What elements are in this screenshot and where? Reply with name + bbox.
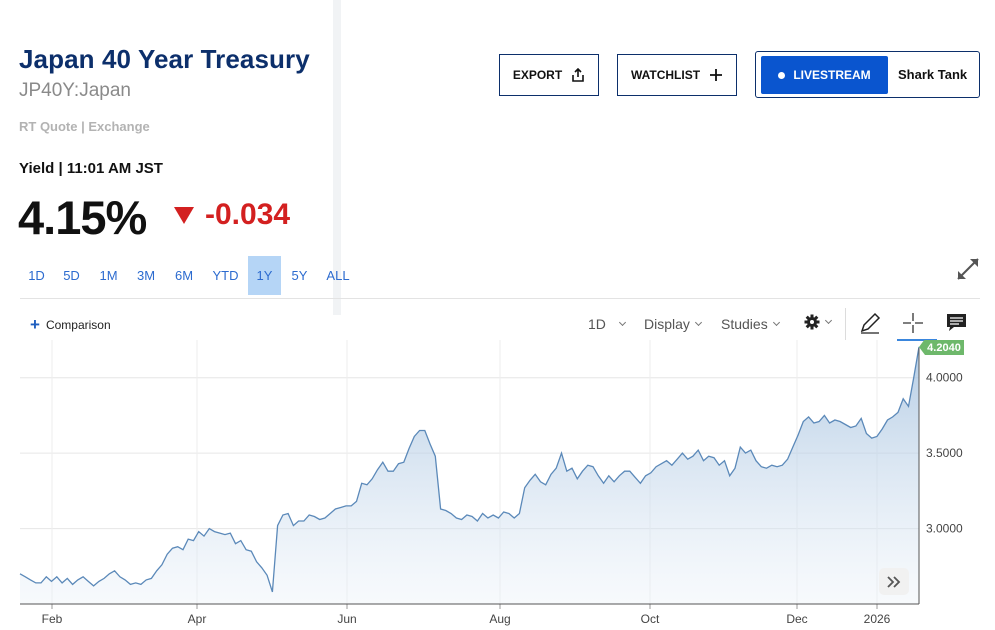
display-label: Display: [644, 316, 690, 332]
x-tick-label: Jun: [337, 612, 356, 626]
draw-pencil-icon[interactable]: [857, 310, 883, 336]
chevron-down-icon: [694, 318, 702, 327]
livestream-group: LIVESTREAM Shark Tank: [755, 51, 980, 98]
chevron-down-icon: [772, 318, 780, 327]
yield-line-series: [19, 346, 920, 593]
down-arrow-icon: [174, 207, 194, 224]
chevron-down-icon: [824, 316, 833, 325]
y-tick-label: 3.0000: [926, 522, 963, 536]
livestream-label: LIVESTREAM: [793, 68, 871, 82]
scroll-to-latest-button[interactable]: [879, 568, 909, 595]
settings-dropdown[interactable]: [804, 314, 833, 330]
plus-icon: +: [30, 315, 40, 334]
quote-source-label: RT Quote | Exchange: [19, 119, 150, 134]
range-1m[interactable]: 1M: [99, 268, 118, 283]
last-yield-value: 4.15%: [18, 191, 147, 244]
yield-timestamp: Yield | 11:01 AM JST: [19, 160, 163, 177]
comment-icon[interactable]: [944, 310, 970, 336]
live-dot-icon: [778, 71, 786, 79]
comparison-label: Comparison: [45, 318, 111, 332]
time-range-selector: 1D 5D 1M 3M 6M YTD 1Y 5Y ALL: [20, 256, 358, 295]
last-value-badge: [919, 340, 964, 355]
range-3m[interactable]: 3M: [136, 268, 156, 283]
display-dropdown[interactable]: Display: [644, 316, 702, 332]
x-tick-label: Oct: [641, 612, 660, 626]
export-button-label: EXPORT: [512, 68, 563, 82]
chevron-down-icon: [618, 318, 626, 327]
double-chevron-right-icon: [887, 575, 901, 588]
symbol-label: JP40Y:Japan: [19, 80, 131, 101]
change-indicator: -0.034: [174, 198, 290, 232]
toolbar-separator: [845, 308, 846, 340]
x-tick-label: Apr: [188, 612, 207, 626]
range-1d[interactable]: 1D: [28, 268, 45, 283]
interval-label: 1D: [588, 316, 606, 332]
range-all[interactable]: ALL: [326, 268, 350, 283]
y-tick-label: 3.5000: [926, 446, 963, 460]
crosshair-icon[interactable]: [900, 310, 926, 336]
studies-dropdown[interactable]: Studies: [721, 316, 780, 332]
plus-icon: [710, 69, 723, 81]
range-ytd[interactable]: YTD: [212, 268, 239, 283]
x-tick-label: 2026: [864, 612, 891, 626]
y-tick-label: 4.0000: [926, 371, 963, 385]
x-tick-label: Feb: [42, 612, 63, 626]
yield-area-fill: [20, 346, 919, 604]
gear-icon: [804, 314, 820, 330]
range-5y[interactable]: 5Y: [291, 268, 308, 283]
comparison-button[interactable]: + Comparison: [30, 315, 111, 334]
shark-tank-link[interactable]: Shark Tank: [898, 67, 968, 82]
yield-chart[interactable]: 4.0000 3.5000 3.0000 Feb Apr Jun Aug Oct Dec 2026…: [0, 340, 995, 630]
change-value: -0.034: [205, 198, 291, 231]
interval-dropdown[interactable]: 1D: [588, 316, 626, 332]
watchlist-button-label: WATCHLIST: [630, 68, 701, 82]
background-panel: [333, 0, 341, 315]
range-6m[interactable]: 6M: [174, 268, 194, 283]
range-5d[interactable]: 5D: [63, 268, 80, 283]
last-value-label: 4.2040: [927, 342, 961, 354]
range-1y[interactable]: 1Y: [248, 256, 281, 295]
x-tick-label: Aug: [489, 612, 510, 626]
expand-icon[interactable]: [955, 256, 981, 282]
livestream-button[interactable]: LIVESTREAM: [761, 56, 888, 94]
page-title: Japan 40 Year Treasury: [19, 44, 310, 74]
export-button[interactable]: EXPORT: [499, 54, 599, 96]
active-tool-indicator: [897, 339, 937, 341]
watchlist-button[interactable]: WATCHLIST: [617, 54, 737, 96]
studies-label: Studies: [721, 316, 768, 332]
share-icon: [572, 68, 584, 82]
divider: [20, 298, 980, 299]
x-tick-label: Dec: [786, 612, 807, 626]
